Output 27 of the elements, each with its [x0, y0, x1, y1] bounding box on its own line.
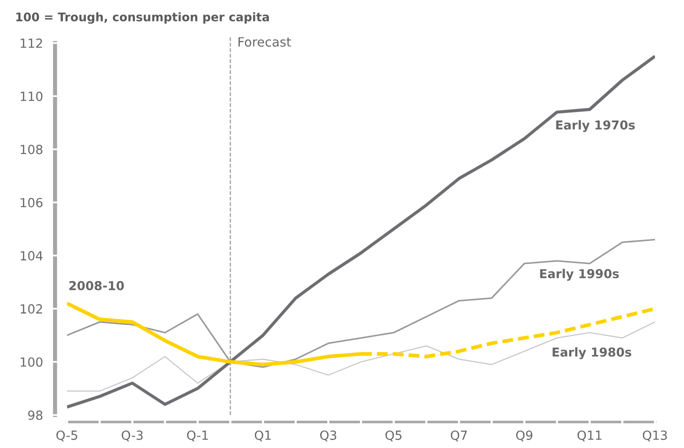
x-tick-label: Q13	[642, 430, 667, 442]
x-tick-label: Q-3	[122, 430, 143, 442]
line-series	[67, 321, 655, 392]
x-tick-label: Q7	[450, 430, 467, 442]
line-series	[67, 54, 655, 409]
y-tick-label: 104	[20, 251, 43, 260]
line-series	[67, 238, 655, 368]
x-tick-label: Q-5	[56, 430, 78, 442]
series-label: Early 1980s	[552, 347, 632, 360]
x-tick-label: Q9	[516, 430, 532, 442]
series-label: 2008-10	[69, 281, 124, 290]
chart-title: 100 = Trough, consumption per capita	[16, 12, 269, 24]
annotation: Forecast	[238, 37, 292, 47]
x-tick-label: Q3	[320, 430, 336, 442]
x-tick-label: Q1	[254, 430, 271, 442]
y-tick-label: 106	[20, 198, 42, 208]
y-tick-label: 112	[20, 38, 42, 48]
x-tick-label: Q-1	[187, 430, 208, 442]
y-tick-label: 110	[20, 92, 42, 102]
y-tick-label: 98	[28, 410, 42, 420]
series-label: Early 1990s	[540, 268, 619, 281]
series-label: Early 1970s	[556, 120, 635, 132]
y-tick-label: 102	[20, 304, 42, 314]
x-tick-label: Q11	[577, 430, 602, 442]
x-tick-label: Q5	[385, 430, 402, 442]
y-tick-label: 100	[20, 357, 42, 367]
y-tick-label: 108	[20, 144, 42, 154]
